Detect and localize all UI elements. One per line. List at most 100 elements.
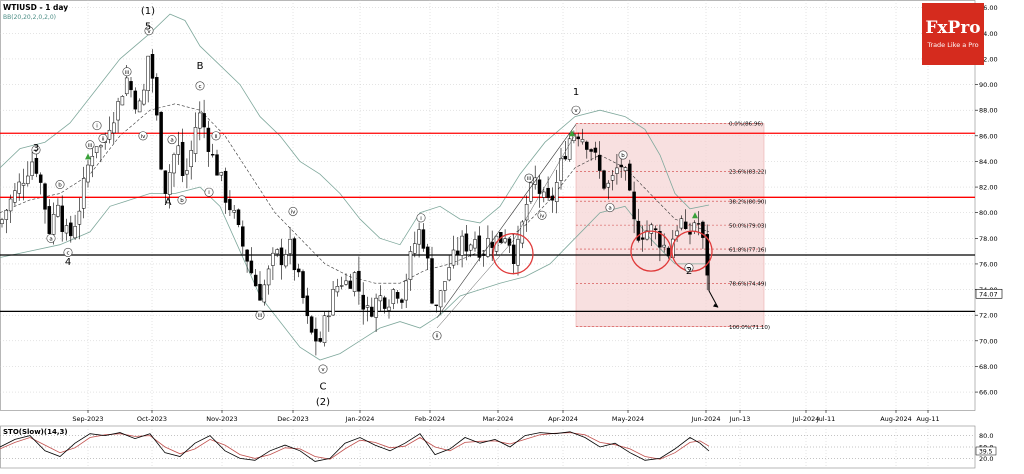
candle-body: [73, 226, 77, 239]
price-tick-label: 82.00: [979, 184, 998, 192]
candle-body: [17, 181, 21, 194]
candle-body: [636, 220, 641, 241]
candle-body: [155, 77, 159, 116]
candle-body: [137, 100, 142, 113]
candle-body: [189, 150, 193, 168]
candle-body: [520, 221, 525, 244]
wave-label-text: iii: [125, 70, 130, 76]
candle-body: [43, 183, 47, 210]
candle-body: [99, 145, 103, 148]
candle-body: [266, 268, 271, 286]
wave-label-text: ii: [435, 334, 439, 340]
candle-body: [662, 244, 666, 248]
candle-body: [456, 250, 460, 255]
wave-count-label: C: [320, 382, 327, 393]
candle-body: [150, 54, 155, 79]
bollinger-bands: [0, 13, 710, 361]
wave-count-label: 4: [65, 257, 71, 268]
candle-body: [301, 271, 305, 298]
price-tick-label: 80.00: [979, 209, 998, 217]
wave-label-circle: [98, 133, 108, 143]
candle-body: [202, 113, 206, 128]
candle-body: [554, 182, 559, 203]
bollinger-lower: [0, 186, 709, 361]
candle-body: [271, 252, 275, 266]
price-tick-label: 84.00: [979, 158, 998, 166]
buy-signal-marker: [85, 153, 91, 160]
candle-body: [597, 154, 602, 171]
candle-body: [352, 272, 357, 292]
candle-body: [537, 179, 542, 194]
candle-body: [606, 182, 611, 188]
candle-body: [370, 306, 374, 317]
candle-body: [696, 223, 701, 225]
candle-body: [210, 154, 215, 156]
stochastic-d-line: [0, 432, 710, 460]
wave-label-text: ii: [214, 134, 218, 140]
wave-label-circle: [55, 180, 65, 190]
candle-body: [4, 209, 9, 220]
candle-body: [309, 316, 314, 333]
candle-body: [585, 141, 589, 150]
candle-body: [253, 274, 258, 287]
price-tick-label: 90.00: [979, 81, 998, 89]
candle-body: [623, 167, 628, 172]
candle-body: [47, 206, 52, 234]
date-tick-label: Apr-2024: [548, 415, 578, 423]
candle-body: [632, 191, 636, 220]
candle-body: [447, 267, 451, 281]
candle-body: [490, 241, 494, 248]
candle-body: [550, 195, 555, 201]
date-tick-label: Feb-2024: [415, 415, 445, 423]
candle-body: [692, 222, 697, 232]
candle-body: [198, 112, 202, 129]
candle-body: [529, 182, 533, 202]
candle-body: [679, 218, 684, 229]
projection-arrow: [708, 290, 719, 308]
candle-body: [288, 239, 292, 254]
wave-label-text: iv: [141, 134, 147, 140]
candle-body: [245, 249, 249, 262]
candle-body: [133, 90, 138, 110]
candle-body: [640, 237, 645, 240]
wave-label-text: iii: [88, 143, 93, 149]
wave-label-circle: [92, 121, 102, 131]
candle-body: [507, 238, 512, 246]
price-tick-label: 76.00: [979, 260, 998, 268]
candle-body: [236, 209, 241, 225]
candle-body: [296, 268, 301, 273]
date-tick-label: Jul-2024: [792, 415, 820, 423]
candle-body: [365, 305, 370, 308]
wave-trendline: [436, 133, 577, 329]
candle-body: [26, 175, 30, 184]
candle-body: [107, 129, 112, 140]
wave-label-text: b: [621, 153, 625, 159]
fibonacci-level-label: 100.0%(71.10): [729, 325, 770, 331]
highlight-circle: [630, 230, 672, 272]
wave-label-text: v: [34, 148, 38, 154]
date-tick-label: May-2024: [612, 415, 644, 423]
wave-label-circle: [204, 187, 214, 197]
candle-body: [524, 204, 529, 221]
candle-body: [460, 235, 464, 256]
candle-body: [318, 338, 322, 342]
price-tick-label: 66.00: [979, 389, 998, 397]
candle-body: [378, 295, 383, 302]
horizontal-levels: [0, 132, 975, 312]
wave-label-circle: [177, 195, 187, 205]
brand-tagline: Trade Like a Pro: [927, 41, 979, 49]
wave-label-circle: [318, 364, 328, 374]
date-tick-label: Jul-11: [816, 415, 835, 423]
candle-body: [223, 170, 228, 203]
candle-body: [602, 170, 606, 189]
highlight-circle: [492, 233, 534, 275]
wave-count-label: B: [197, 61, 204, 72]
wave-label-circle: [46, 233, 56, 243]
candle-body: [38, 174, 43, 183]
candle-body: [344, 280, 348, 285]
candle-body: [159, 111, 163, 170]
candle-body: [142, 89, 146, 105]
oscillator-current-label: 39.5: [979, 448, 993, 455]
fibonacci-level-label: 0.0%(86.96): [729, 122, 763, 128]
